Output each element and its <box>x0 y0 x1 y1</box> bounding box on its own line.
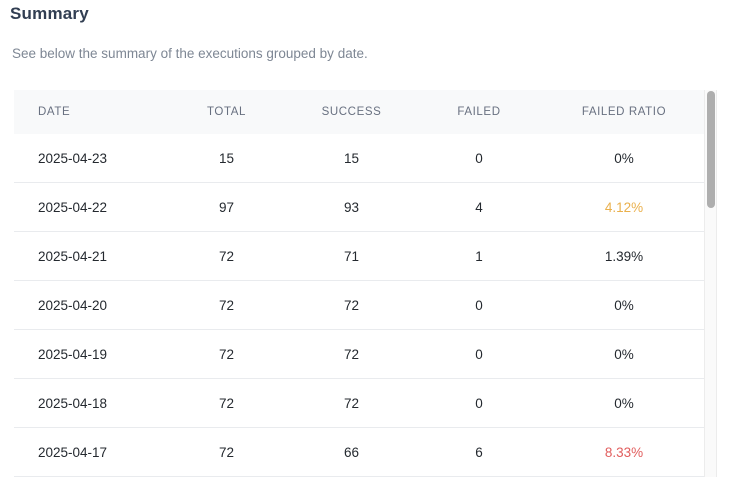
table-header-row: DATE TOTAL SUCCESS FAILED FAILED RATIO <box>14 90 704 134</box>
cell-failed-ratio: 4.12% <box>604 199 644 215</box>
cell-failed: 6 <box>475 444 483 460</box>
cell-failed-ratio: 0% <box>614 346 634 362</box>
table-body: 2025-04-23 15 15 0 0% 2025-04-22 97 93 4… <box>14 134 704 477</box>
table-row: 2025-04-21 72 71 1 1.39% <box>14 232 704 281</box>
table-row: 2025-04-18 72 72 0 0% <box>14 379 704 428</box>
cell-success: 72 <box>343 346 360 362</box>
table-row: 2025-04-20 72 72 0 0% <box>14 281 704 330</box>
executions-summary-table: DATE TOTAL SUCCESS FAILED FAILED RATIO 2… <box>14 90 717 477</box>
cell-date: 2025-04-20 <box>38 297 108 313</box>
cell-total: 97 <box>218 199 235 215</box>
scrollbar-thumb[interactable] <box>707 91 715 208</box>
column-header-total: TOTAL <box>207 106 246 118</box>
cell-failed: 0 <box>475 346 483 362</box>
cell-failed: 4 <box>475 199 483 215</box>
cell-total: 72 <box>218 346 235 362</box>
cell-failed: 0 <box>475 297 483 313</box>
cell-failed: 0 <box>475 395 483 411</box>
cell-success: 66 <box>343 444 360 460</box>
column-header-success: SUCCESS <box>321 106 382 118</box>
cell-failed-ratio: 1.39% <box>604 248 644 264</box>
cell-date: 2025-04-21 <box>38 248 108 264</box>
cell-total: 72 <box>218 444 235 460</box>
cell-failed: 1 <box>475 248 483 264</box>
cell-success: 93 <box>343 199 360 215</box>
column-header-failed: FAILED <box>457 106 501 118</box>
table-row: 2025-04-19 72 72 0 0% <box>14 330 704 379</box>
cell-failed-ratio: 0% <box>614 150 634 166</box>
cell-success: 72 <box>343 297 360 313</box>
cell-date: 2025-04-17 <box>38 444 108 460</box>
vertical-scrollbar[interactable] <box>704 90 717 477</box>
cell-success: 71 <box>343 248 360 264</box>
cell-failed-ratio: 0% <box>614 395 634 411</box>
cell-total: 72 <box>218 248 235 264</box>
page-title: Summary <box>10 4 89 23</box>
cell-date: 2025-04-18 <box>38 395 108 411</box>
cell-success: 72 <box>343 395 360 411</box>
column-header-date: DATE <box>38 106 71 118</box>
table-row: 2025-04-22 97 93 4 4.12% <box>14 183 704 232</box>
cell-total: 15 <box>218 150 235 166</box>
cell-failed: 0 <box>475 150 483 166</box>
cell-failed-ratio: 0% <box>614 297 634 313</box>
cell-date: 2025-04-19 <box>38 346 108 362</box>
column-header-failed-ratio: FAILED RATIO <box>581 106 667 118</box>
table-row: 2025-04-23 15 15 0 0% <box>14 134 704 183</box>
cell-date: 2025-04-22 <box>38 199 108 215</box>
cell-date: 2025-04-23 <box>38 150 108 166</box>
cell-total: 72 <box>218 395 235 411</box>
cell-total: 72 <box>218 297 235 313</box>
cell-failed-ratio: 8.33% <box>604 444 644 460</box>
table-row: 2025-04-17 72 66 6 8.33% <box>14 428 704 477</box>
page-subtitle: See below the summary of the executions … <box>12 46 368 61</box>
cell-success: 15 <box>343 150 360 166</box>
